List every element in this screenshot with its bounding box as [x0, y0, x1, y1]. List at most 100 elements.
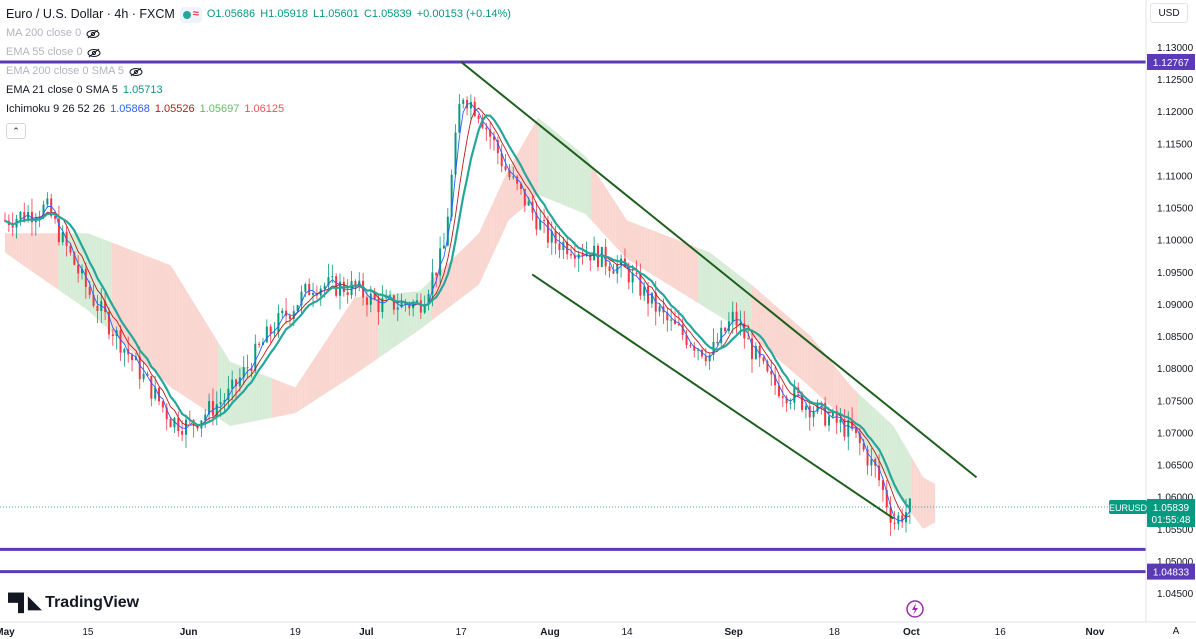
- cloud-segment: [872, 406, 876, 463]
- candle-body: [881, 480, 884, 491]
- channel-upper-line[interactable]: [460, 61, 978, 479]
- candle-body: [184, 419, 187, 435]
- cloud-segment: [259, 373, 263, 421]
- cloud-segment: [464, 244, 468, 296]
- candle-body: [169, 419, 172, 428]
- cloud-segment: [336, 320, 340, 387]
- hidden-eye-icon[interactable]: [87, 48, 101, 58]
- cloud-segment: [674, 238, 678, 291]
- candle-body: [731, 311, 734, 322]
- tradingview-logo-icon: ▀▌◣: [8, 593, 41, 612]
- cloud-segment: [467, 241, 471, 294]
- candle-body: [223, 400, 226, 403]
- indicator-ema200[interactable]: EMA 200 close 0 SMA 5: [6, 62, 513, 81]
- cloud-segment: [108, 241, 112, 333]
- cloud-segment: [475, 233, 479, 287]
- indicator-ema55[interactable]: EMA 55 close 0: [6, 43, 513, 62]
- cloud-segment: [43, 233, 47, 282]
- cloud-segment: [126, 248, 130, 349]
- cloud-segment: [413, 291, 417, 334]
- hidden-eye-icon[interactable]: [86, 29, 100, 39]
- drawings-layer[interactable]: [0, 60, 1146, 618]
- y-tick-label: 1.08000: [1157, 364, 1194, 375]
- candle-body: [308, 284, 311, 296]
- cloud-segment: [13, 233, 17, 261]
- y-tick-label: 1.10000: [1157, 236, 1194, 247]
- candle-body: [277, 313, 280, 333]
- cloud-segment: [588, 160, 592, 221]
- lightning-icon: [912, 603, 918, 615]
- cloud-segment: [313, 355, 317, 402]
- cloud-segment: [680, 241, 684, 294]
- cloud-segment: [176, 275, 180, 394]
- channel-lower-line[interactable]: [531, 273, 895, 520]
- tradingview-logo[interactable]: ▀▌◣ TradingView: [8, 593, 139, 613]
- change-value: +0.00153 (+0.14%): [416, 8, 511, 20]
- collapse-legend-button[interactable]: ⌃: [6, 123, 26, 139]
- candle-body: [288, 315, 291, 320]
- x-tick-label: Jul: [359, 627, 374, 638]
- cloud-segment: [185, 289, 189, 400]
- currency-button[interactable]: USD: [1150, 3, 1188, 23]
- candle-body: [689, 345, 692, 347]
- indicator-ichimoku[interactable]: Ichimoku 9 26 52 26 1.05868 1.05526 1.05…: [6, 100, 513, 119]
- cloud-segment: [244, 367, 248, 424]
- cloud-segment: [609, 192, 613, 243]
- cloud-segment: [721, 261, 725, 320]
- candle-body: [854, 428, 857, 433]
- candle-body: [254, 343, 257, 371]
- candle-body: [408, 304, 411, 309]
- cloud-segment: [837, 369, 841, 415]
- cloud-segment: [241, 366, 245, 424]
- indicator-label: EMA 200 close 0 SMA 5: [6, 65, 125, 77]
- cloud-segment: [677, 239, 681, 293]
- candle-body: [265, 326, 268, 343]
- candle-body: [639, 273, 642, 296]
- cloud-segment: [884, 417, 888, 482]
- cloud-segment: [698, 247, 702, 305]
- candle-body: [204, 414, 207, 421]
- hidden-eye-icon[interactable]: [129, 67, 143, 77]
- candle-body: [889, 507, 892, 523]
- candle-body: [231, 379, 234, 389]
- candle-body: [81, 268, 84, 274]
- cloud-segment: [22, 233, 26, 268]
- cloud-segment: [550, 127, 553, 201]
- cloud-segment: [632, 222, 636, 265]
- y-tick-label: 1.11000: [1157, 171, 1193, 182]
- cloud-segment: [369, 295, 373, 365]
- cloud-segment: [769, 300, 773, 355]
- candle-body: [485, 127, 488, 130]
- candle-body: [242, 367, 245, 378]
- cloud-segment: [481, 220, 485, 279]
- cloud-segment: [544, 122, 548, 199]
- y-tick-label: 1.04500: [1157, 589, 1194, 600]
- symbol-title[interactable]: Euro / U.S. Dollar · 4h · FXCM: [6, 7, 175, 21]
- cloud-segment: [863, 398, 867, 449]
- cloud-segment: [594, 169, 598, 227]
- candle-body: [400, 301, 403, 308]
- cloud-segment: [461, 247, 465, 299]
- auto-scale-button[interactable]: A: [1173, 626, 1180, 637]
- countdown-label: 01:55:48: [1152, 515, 1191, 526]
- ichimoku-base-value: 1.05526: [154, 103, 195, 115]
- market-status-pill[interactable]: ≈: [179, 6, 202, 23]
- cloud-segment: [526, 133, 530, 206]
- candle-body: [643, 286, 646, 296]
- candle-body: [581, 254, 584, 256]
- indicator-ma200[interactable]: MA 200 close 0: [6, 24, 513, 43]
- candle-body: [716, 341, 719, 344]
- cloud-segment: [668, 236, 672, 287]
- candle-body: [431, 272, 434, 294]
- candle-body: [901, 515, 904, 523]
- indicator-ema21[interactable]: EMA 21 close 0 SMA 5 1.05713: [6, 81, 513, 100]
- candle-body: [812, 411, 815, 418]
- candle-body: [235, 379, 238, 387]
- candle-body: [804, 406, 807, 410]
- cloud-segment: [79, 233, 83, 307]
- cloud-segment: [638, 225, 642, 269]
- candle-body: [42, 204, 45, 217]
- cloud-segment: [727, 266, 731, 324]
- candle-body: [824, 402, 827, 426]
